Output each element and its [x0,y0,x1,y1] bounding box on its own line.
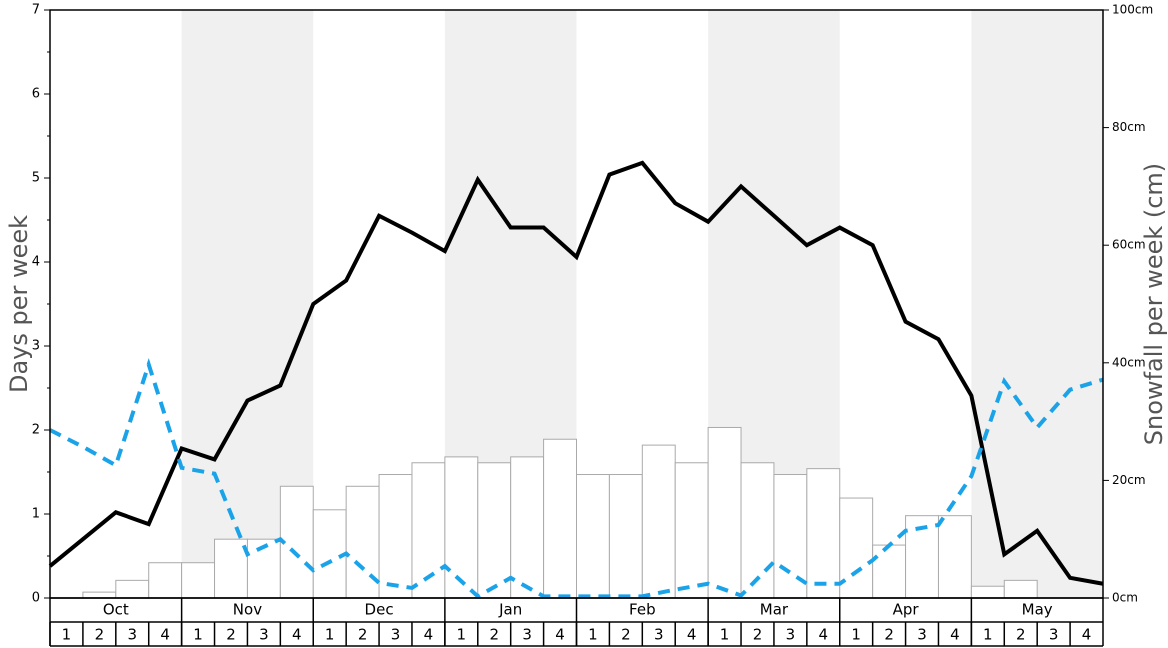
week-label: 1 [588,626,598,644]
week-label: 4 [1082,626,1092,644]
line-series [48,160,1104,586]
y-tick-label: 6 [32,87,40,102]
bar [773,474,808,599]
month-label: Apr [893,601,920,619]
bar [806,468,841,599]
bar [510,456,545,599]
y-tick-label: 2 [32,423,40,438]
week-label: 3 [786,626,796,644]
week-label: 3 [654,626,664,644]
month-label: Oct [103,601,129,619]
week-label: 4 [555,626,565,644]
month-label: Nov [233,601,262,619]
y2-tick-label: 60cm [1112,238,1146,252]
bar [148,562,183,599]
week-label: 2 [95,626,105,644]
bar [937,515,972,599]
y2-tick-label: 0cm [1112,591,1138,605]
month-shade [971,10,1103,598]
bar [543,438,577,599]
week-label: 3 [391,626,401,644]
week-label: 2 [1016,626,1026,644]
week-label: 2 [621,626,631,644]
bar [214,538,248,599]
bar [641,444,676,599]
week-label: 3 [522,626,532,644]
line-series [49,357,1104,599]
bar [181,562,216,599]
week-label: 2 [753,626,763,644]
month-label: Mar [760,601,789,619]
bar [872,544,907,599]
week-label: 1 [325,626,335,644]
week-label: 2 [489,626,499,644]
week-label: 4 [160,626,170,644]
week-label: 4 [819,626,829,644]
y-axis-label: Days per week [5,215,33,393]
month-label: Feb [629,601,656,619]
y-tick-label: 3 [32,339,40,354]
week-label: 1 [457,626,467,644]
month-label: Jan [498,601,522,619]
month-label: Dec [365,601,394,619]
week-label: 4 [687,626,697,644]
bar [839,497,874,599]
week-label: 3 [127,626,137,644]
bar [378,474,413,599]
y-tick-label: 1 [32,507,40,522]
bar [576,474,610,599]
week-label: 1 [193,626,203,644]
week-label: 3 [917,626,927,644]
week-label: 4 [950,626,960,644]
bar [608,474,643,599]
y2-tick-label: 80cm [1112,120,1146,134]
bar [1003,579,1038,599]
week-label: 1 [720,626,730,644]
week-label: 4 [424,626,434,644]
week-label: 1 [62,626,72,644]
week-label: 1 [851,626,861,644]
bar [444,456,479,599]
y2-tick-label: 40cm [1112,355,1146,369]
bar [707,426,742,599]
bar [970,585,1005,599]
y-tick-label: 0 [32,591,40,606]
y-tick-label: 4 [32,255,40,270]
y2-tick-label: 100cm [1112,3,1153,17]
week-label: 1 [983,626,993,644]
bar [82,591,117,599]
y2-tick-label: 20cm [1112,473,1146,487]
bar [674,462,709,599]
y-tick-label: 5 [32,171,40,186]
month-label: May [1022,601,1053,619]
y-tick-label: 7 [32,3,40,18]
bar [345,485,380,599]
bar [115,579,150,599]
week-label: 2 [226,626,236,644]
week-label: 4 [292,626,302,644]
week-label: 2 [358,626,368,644]
y2-axis-label: Snowfall per week (cm) [1140,163,1168,445]
bar [477,462,512,599]
week-label: 2 [884,626,894,644]
week-label: 3 [259,626,269,644]
week-label: 3 [1049,626,1059,644]
